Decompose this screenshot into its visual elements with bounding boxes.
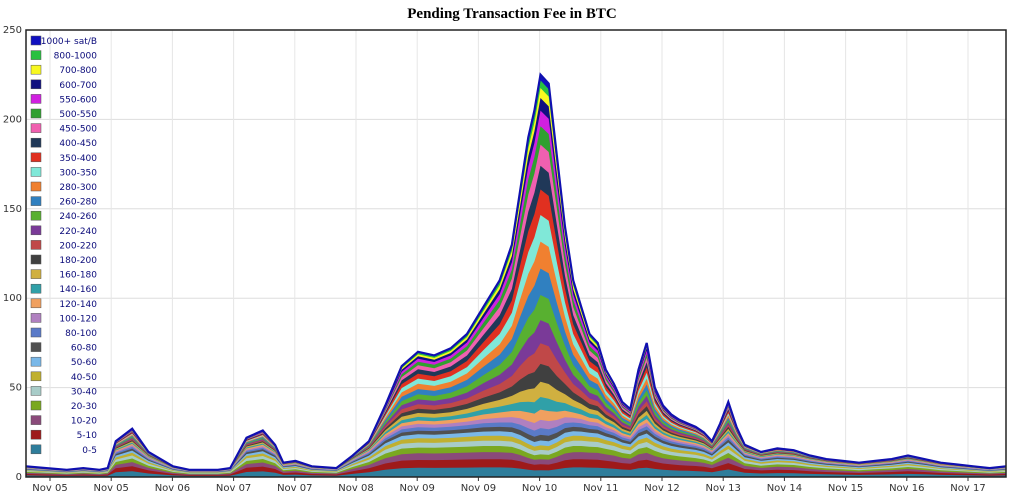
x-tick-label: Nov 15 [828, 483, 863, 494]
legend-entry-label: 700-800 [59, 66, 97, 76]
legend-swatch [30, 240, 42, 250]
legend-swatch [30, 429, 42, 440]
x-tick-label: Nov 14 [767, 483, 802, 494]
legend-entry-label: 550-600 [59, 95, 97, 105]
legend-entry-label: 600-700 [59, 81, 97, 91]
x-tick-label: Nov 13 [705, 483, 740, 494]
legend-swatch [30, 386, 42, 396]
legend-swatch [30, 210, 42, 221]
legend-swatch [30, 254, 42, 265]
legend-swatch [30, 167, 42, 177]
x-tick-label: Nov 05 [93, 483, 128, 494]
x-tick-label: Nov 12 [644, 483, 679, 494]
legend-entry-label: 350-400 [59, 154, 97, 164]
legend-entry-label: 200-220 [59, 241, 97, 251]
legend-entry-label: 300-350 [59, 168, 97, 178]
plot-frame [25, 29, 1007, 478]
legend-swatch [30, 50, 42, 60]
legend-swatch [30, 313, 42, 323]
legend-entry-label: 80-100 [65, 329, 97, 339]
legend-swatch [30, 181, 42, 192]
legend-swatch [30, 123, 42, 133]
legend-swatch [30, 225, 42, 236]
legend-entry-label: 20-30 [71, 402, 97, 412]
x-axis: Nov 05 Nov 05 Nov 06 Nov 07 Nov 07 Nov 08 Nov … [32, 477, 986, 494]
legend-entry-label: 100-120 [59, 314, 97, 324]
legend-entry-label: 50-60 [71, 358, 97, 368]
total-outline [25, 72, 1007, 471]
legend-swatch [30, 79, 42, 90]
y-tick-label: 200 [3, 114, 22, 125]
legend: 1000+ sat/B 800-1000 700-800 600-700 550-600… [30, 35, 98, 456]
legend-entry-label: 10-20 [71, 417, 97, 427]
chart-title: Pending Transaction Fee in BTC [407, 6, 617, 22]
legend-entry-label: 5-10 [77, 431, 98, 441]
x-tick-label: Nov 09 [399, 483, 434, 494]
legend-entry-label: 450-500 [59, 125, 97, 135]
x-tick-label: Nov 07 [216, 483, 251, 494]
legend-entry-label: 120-140 [59, 300, 97, 310]
plot-border [25, 29, 1007, 478]
legend-entry-label: 260-280 [59, 198, 97, 208]
x-tick-label: Nov 11 [583, 483, 618, 494]
legend-swatch [30, 94, 42, 104]
legend-swatch [30, 327, 42, 338]
y-tick-label: 50 [9, 383, 22, 394]
legend-entry-label: 400-450 [59, 139, 97, 149]
area-series-0-5 [26, 467, 1006, 477]
x-tick-label: Nov 16 [889, 483, 924, 494]
legend-swatch [30, 342, 42, 352]
x-tick-label: Nov 08 [338, 483, 373, 494]
legend-swatch [30, 35, 42, 46]
legend-entry-label: 0-5 [82, 446, 97, 456]
legend-entry-label: 1000+ sat/B [41, 37, 97, 47]
legend-entry-label: 60-80 [71, 344, 97, 354]
y-axis: 0 50 100 150 200 250 [3, 25, 22, 483]
legend-entry-label: 180-200 [59, 256, 97, 266]
legend-swatch [30, 137, 42, 148]
legend-swatch [30, 64, 42, 75]
legend-swatch [30, 371, 42, 382]
legend-swatch [30, 108, 42, 119]
y-tick-label: 250 [3, 25, 22, 36]
legend-swatch [30, 269, 42, 279]
legend-swatch [30, 415, 42, 425]
legend-entry-label: 280-300 [59, 183, 97, 193]
legend-swatch [30, 400, 42, 411]
legend-swatch [30, 298, 42, 309]
legend-entry-label: 140-160 [59, 285, 97, 295]
legend-entry-label: 220-240 [59, 227, 97, 237]
legend-entry-label: 500-550 [59, 110, 97, 120]
legend-swatch [30, 152, 42, 163]
x-tick-label: Nov 17 [950, 483, 985, 494]
y-tick-label: 100 [3, 293, 22, 304]
legend-swatch [30, 356, 42, 367]
legend-swatch [30, 196, 42, 206]
legend-swatch [30, 283, 42, 294]
y-tick-label: 0 [16, 472, 22, 483]
x-tick-label: Nov 07 [277, 483, 312, 494]
x-tick-label: Nov 09 [461, 483, 496, 494]
legend-entry-label: 240-260 [59, 212, 97, 222]
legend-entry-label: 30-40 [71, 387, 97, 397]
x-tick-label: Nov 05 [32, 483, 67, 494]
x-tick-label: Nov 10 [522, 483, 557, 494]
stacked-areas [25, 72, 1007, 478]
legend-swatch [30, 444, 42, 455]
legend-entry-label: 800-1000 [54, 52, 98, 62]
y-tick-label: 150 [3, 204, 22, 215]
legend-entry-label: 40-50 [71, 373, 97, 383]
legend-entry-label: 160-180 [59, 271, 97, 281]
x-tick-label: Nov 06 [155, 483, 190, 494]
